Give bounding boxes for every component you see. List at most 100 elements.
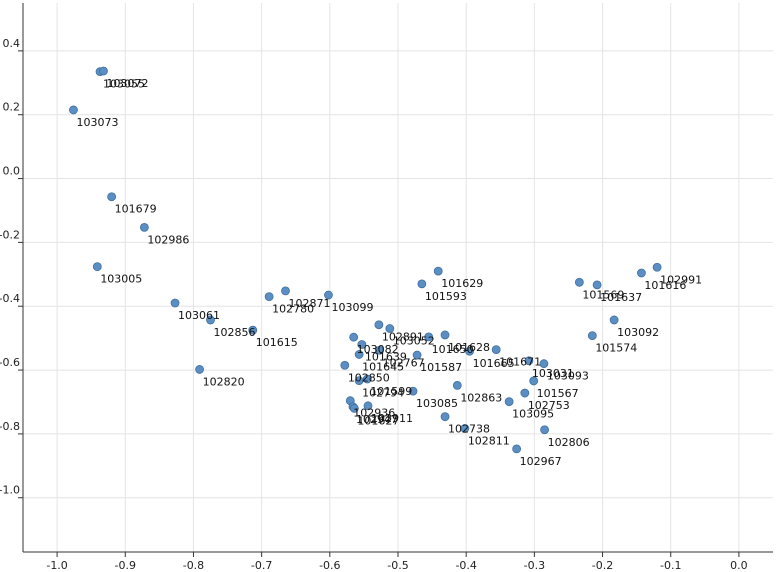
data-point bbox=[107, 192, 117, 202]
point-label: 102947 bbox=[356, 413, 398, 426]
point-label: 101593 bbox=[425, 290, 467, 303]
data-point bbox=[374, 320, 384, 330]
point-label: 102738 bbox=[448, 423, 490, 436]
point-label: 101574 bbox=[595, 342, 637, 355]
data-point bbox=[524, 356, 534, 366]
data-point bbox=[195, 365, 204, 374]
y-tick-label: -0.2 bbox=[0, 228, 20, 241]
point-label: 102856 bbox=[214, 326, 256, 339]
data-point bbox=[206, 315, 215, 325]
y-axis-ticks: 0.4 0.2 0.0 -0.2 -0.4 -0.6 -0.8 -1.0 bbox=[0, 37, 23, 499]
x-axis-ticks: -1.0 -0.9 -0.8 -0.7 -0.6 -0.5 -0.4 -0.3 -0.2 -0.1… bbox=[46, 552, 748, 572]
x-tick-label: -0.3 bbox=[524, 559, 545, 572]
data-point bbox=[385, 324, 395, 333]
point-label: 101629 bbox=[441, 277, 483, 290]
data-point bbox=[92, 262, 102, 272]
data-point bbox=[504, 397, 514, 407]
data-point bbox=[362, 374, 372, 384]
data-point bbox=[357, 340, 367, 349]
point-label: 103031 bbox=[532, 367, 574, 380]
data-point bbox=[460, 424, 470, 433]
point-label: 103082 bbox=[357, 343, 399, 356]
x-tick-label: -0.9 bbox=[115, 559, 136, 572]
point-label: 102891 bbox=[382, 331, 424, 344]
point-label: 102806 bbox=[548, 436, 590, 449]
point-label: 103092 bbox=[617, 326, 659, 339]
point-label: 101671 bbox=[499, 356, 541, 369]
data-point bbox=[412, 350, 422, 360]
point-label: 102991 bbox=[660, 273, 702, 286]
data-point bbox=[452, 380, 462, 390]
x-tick-label: 0.0 bbox=[730, 559, 748, 572]
point-label: 101645 bbox=[362, 360, 404, 373]
x-tick-label: -0.2 bbox=[592, 559, 613, 572]
x-tick-label: -1.0 bbox=[46, 559, 67, 572]
point-label: 102794 bbox=[362, 387, 404, 400]
data-point bbox=[637, 268, 646, 278]
data-points bbox=[69, 66, 662, 454]
point-label: 103055 bbox=[103, 78, 145, 91]
point-label: 102911 bbox=[371, 412, 413, 425]
point-label: 101627 bbox=[357, 414, 399, 427]
data-point bbox=[609, 315, 619, 325]
point-label: 101665 bbox=[473, 357, 515, 370]
point-label: 101567 bbox=[537, 387, 579, 400]
x-tick-label: -0.4 bbox=[455, 559, 476, 572]
y-tick-label: -0.6 bbox=[0, 356, 20, 369]
y-tick-label: -0.4 bbox=[0, 292, 20, 305]
point-label: 101639 bbox=[365, 351, 407, 364]
data-point bbox=[440, 412, 450, 422]
point-label: 103093 bbox=[547, 370, 589, 383]
data-point bbox=[324, 290, 333, 300]
point-label: 103052 bbox=[393, 335, 435, 348]
point-label: 101616 bbox=[644, 279, 686, 292]
data-point bbox=[540, 425, 549, 435]
data-point bbox=[340, 360, 350, 370]
data-point bbox=[592, 280, 602, 290]
grid-lines bbox=[23, 3, 773, 552]
point-label: 101569 bbox=[582, 288, 624, 301]
point-label: 103072 bbox=[106, 77, 148, 90]
x-tick-label: -0.5 bbox=[387, 559, 408, 572]
data-point bbox=[440, 330, 450, 340]
x-tick-label: -0.7 bbox=[251, 559, 272, 572]
y-tick-label: -1.0 bbox=[0, 484, 20, 497]
data-point bbox=[363, 401, 373, 411]
point-label: 101587 bbox=[420, 361, 462, 374]
data-point bbox=[170, 298, 180, 308]
data-point bbox=[652, 262, 662, 272]
y-tick-label: -0.8 bbox=[0, 420, 20, 433]
data-point bbox=[248, 325, 258, 335]
point-label: 101628 bbox=[448, 341, 490, 354]
point-label: 101637 bbox=[600, 291, 642, 304]
point-label: 102863 bbox=[460, 391, 502, 404]
data-point bbox=[424, 332, 434, 342]
point-label: 102820 bbox=[203, 375, 245, 388]
data-point bbox=[539, 359, 549, 369]
point-label: 103005 bbox=[100, 273, 142, 286]
point-label: 101615 bbox=[256, 336, 298, 349]
data-point bbox=[465, 346, 474, 356]
data-point bbox=[408, 386, 418, 396]
data-point bbox=[354, 350, 364, 359]
x-tick-label: -0.1 bbox=[660, 559, 681, 572]
point-label: 101679 bbox=[115, 203, 157, 216]
point-label: 103085 bbox=[416, 397, 458, 410]
point-label: 102780 bbox=[272, 303, 314, 316]
data-point bbox=[264, 292, 274, 302]
x-tick-label: -0.6 bbox=[319, 559, 340, 572]
point-label: 103095 bbox=[512, 408, 554, 421]
data-point bbox=[99, 66, 108, 76]
point-label: 102753 bbox=[528, 399, 570, 412]
point-label: 103061 bbox=[178, 309, 220, 322]
data-point bbox=[529, 376, 539, 386]
data-point bbox=[574, 277, 584, 287]
point-label: 102986 bbox=[147, 233, 189, 246]
data-point bbox=[69, 105, 78, 115]
x-tick-label: -0.8 bbox=[183, 559, 204, 572]
y-tick-label: 0.2 bbox=[3, 101, 21, 114]
data-point bbox=[491, 345, 501, 355]
point-label: 102936 bbox=[353, 407, 395, 420]
